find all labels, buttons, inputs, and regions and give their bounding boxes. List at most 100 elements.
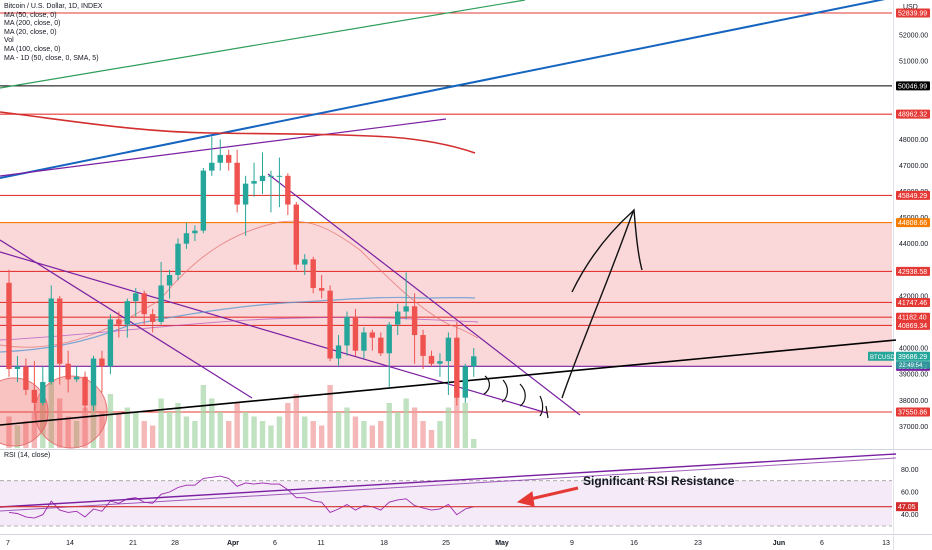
symbol-tag-bg: [868, 351, 894, 361]
time-tick-label-4: Apr: [227, 540, 239, 547]
volume-bar: [251, 416, 257, 448]
volume-bar: [116, 412, 122, 448]
candle-body: [234, 162, 240, 205]
volume-bar: [48, 380, 54, 448]
candle-body: [40, 382, 46, 403]
price-label-bg-6: [896, 297, 930, 307]
candle-body: [445, 337, 452, 362]
volume-bar: [310, 421, 316, 448]
purple-upper-line: [0, 118, 447, 177]
volume-bar: [352, 416, 359, 448]
horizontal-levels: [0, 12, 892, 413]
rsi-band: [0, 480, 892, 526]
volume-bar: [462, 403, 468, 448]
time-tick-label-14: 6: [820, 540, 824, 547]
candle-body: [395, 311, 401, 325]
rsi-last-bg: [896, 502, 918, 512]
volume-bar: [344, 407, 350, 448]
green-channel-line: [0, 0, 526, 89]
volume-bar: [276, 416, 283, 448]
price-tick-label-3: 40000.00: [899, 346, 928, 353]
rsi-tick-label-2: 80.00: [901, 467, 919, 474]
rsi-annotation: Significant RSI Resistance: [583, 474, 735, 488]
volume-bar: [40, 403, 46, 448]
candle-body: [73, 376, 80, 380]
candle-body: [293, 204, 299, 265]
volume-bar: [327, 385, 333, 448]
hand-stroke-4: [539, 395, 544, 417]
volume-bar: [57, 398, 63, 448]
volume-bar: [293, 394, 299, 448]
ma200-line: [0, 111, 476, 154]
candle-body: [411, 306, 418, 336]
candle-body: [276, 175, 283, 177]
price-label-bg-9: [896, 351, 930, 361]
volume-bar: [454, 385, 460, 448]
price-label-3: 45849.29: [898, 193, 927, 200]
countdown-label: 22:49:54: [899, 363, 923, 369]
legend-ma200: MA (200, close, 0): [4, 20, 61, 28]
candle-body: [175, 243, 181, 276]
candle-body: [462, 366, 468, 398]
hand-stroke-1: [483, 375, 490, 395]
candle-body: [116, 319, 122, 325]
volume-bar: [192, 421, 198, 448]
annotation-arrow-shaft: [525, 486, 579, 502]
candle-body: [133, 293, 139, 302]
time-tick-label-2: 21: [129, 540, 137, 547]
candle-body: [166, 275, 173, 286]
candle-body: [251, 181, 257, 184]
price-label-0: 52839.99: [898, 11, 927, 18]
time-tick-label-5: 6: [273, 540, 277, 547]
volume-bar: [386, 403, 392, 448]
price-tick-label-5: 42000.00: [899, 293, 928, 300]
rsi-line: [8, 475, 474, 519]
hand-stroke-3: [519, 383, 526, 407]
volume-bar: [226, 421, 232, 448]
time-tick-label-1: 14: [66, 540, 74, 547]
volume-bar: [14, 425, 21, 448]
volume-bar: [285, 403, 291, 448]
legend-ma-1d: MA - 1D (50, close, 0, SMA, 5): [4, 54, 99, 62]
time-axis: 7 14 21 28 Apr 6 11 18 25 May 9 16 23 Jun 6 13: [6, 540, 890, 547]
rsi-last-label: 47.05: [898, 504, 916, 511]
candle-body: [158, 285, 164, 322]
legend-vol: Vol: [4, 37, 14, 45]
volume-bar: [420, 421, 426, 448]
candle-body: [378, 337, 384, 354]
volume-bar: [268, 425, 274, 448]
candle-body: [48, 298, 54, 383]
hand-stroke-2: [501, 379, 508, 403]
time-tick-label-6: 11: [317, 540, 324, 547]
candle-body: [386, 324, 392, 354]
volume-bar: [65, 416, 71, 448]
candle-body: [209, 162, 215, 171]
time-tick-label-8: 25: [442, 540, 450, 547]
candle-body: [352, 316, 359, 351]
price-label-bg-0: [896, 8, 930, 18]
volume-bar: [361, 421, 367, 448]
candle-body: [124, 301, 130, 325]
volume-bar: [175, 403, 181, 448]
price-tick-label-11: 48000.00: [899, 137, 928, 144]
candle-body: [183, 233, 190, 244]
time-tick-label-10: 9: [570, 540, 574, 547]
price-tick-label-13: 51000.00: [899, 58, 928, 65]
volume-bar: [149, 425, 156, 448]
price-label-bg-3: [896, 190, 930, 200]
candle-body: [259, 175, 266, 182]
volume-bar: [141, 421, 147, 448]
time-tick-label-15: 13: [882, 540, 890, 547]
candle-body: [200, 170, 207, 231]
volume-bar: [234, 403, 240, 448]
candle-body: [192, 230, 198, 234]
volume-bar: [437, 421, 443, 448]
candle-body: [318, 288, 325, 291]
candle-body: [428, 355, 435, 364]
candle-body: [268, 175, 274, 177]
volume-bar: [73, 421, 80, 448]
volume-bar: [369, 425, 376, 448]
hand-arrow-head: [571, 208, 643, 293]
